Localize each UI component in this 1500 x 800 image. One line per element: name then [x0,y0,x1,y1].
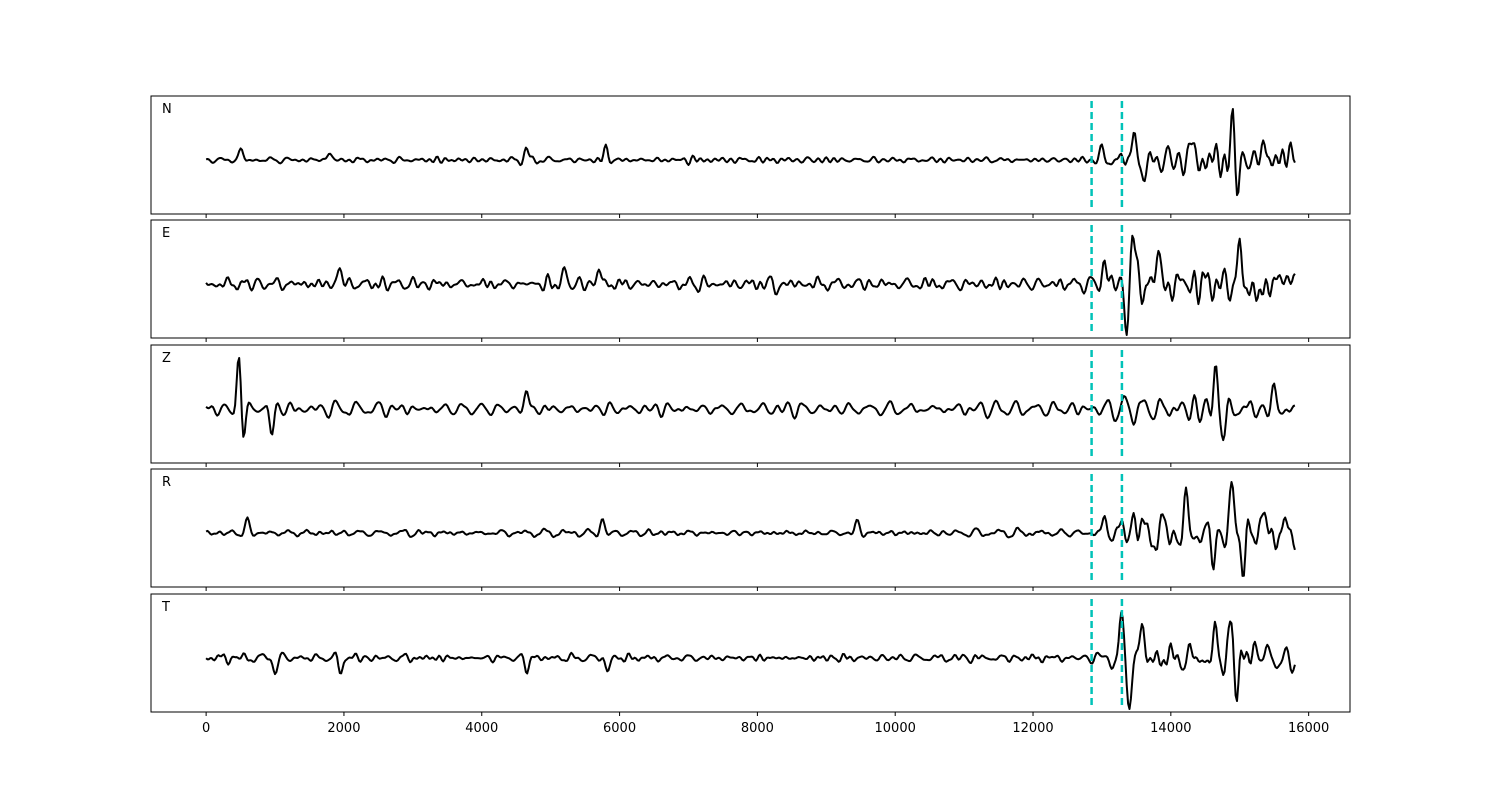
x-tick-label: 14000 [1150,721,1191,736]
x-tick-label: 8000 [741,721,774,736]
x-tick-label: 10000 [875,721,916,736]
panel-label: Z [162,351,171,366]
panel-e: E [150,219,1351,342]
waveform-e [205,234,1296,336]
panel-label: N [162,102,172,117]
waveform-r [205,481,1296,577]
x-tick-label: 12000 [1012,721,1053,736]
panel-label: R [162,475,171,490]
panel-r: R [150,468,1351,591]
panel-label: T [161,600,170,615]
x-tick-label: 4000 [465,721,498,736]
waveform-t [205,611,1296,710]
x-tick-label: 16000 [1288,721,1329,736]
panel-n: N [150,95,1351,218]
x-tick-label: 0 [202,721,210,736]
panel-frame [150,593,1351,713]
x-tick-label: 2000 [327,721,360,736]
panel-frame [150,95,1351,215]
panels-group: N E Z R T [150,95,1351,716]
panel-t: T [150,593,1351,716]
panel-frame [150,219,1351,339]
panel-frame [150,344,1351,464]
x-tick-label: 6000 [603,721,636,736]
panel-label: E [162,226,170,241]
waveform-n [205,108,1296,197]
panel-z: Z [150,344,1351,467]
panel-frame [150,468,1351,588]
waveform-z [205,357,1296,442]
x-axis: 0 2000 4000 6000 8000 10000 12000 14000 16000 [202,721,1329,736]
